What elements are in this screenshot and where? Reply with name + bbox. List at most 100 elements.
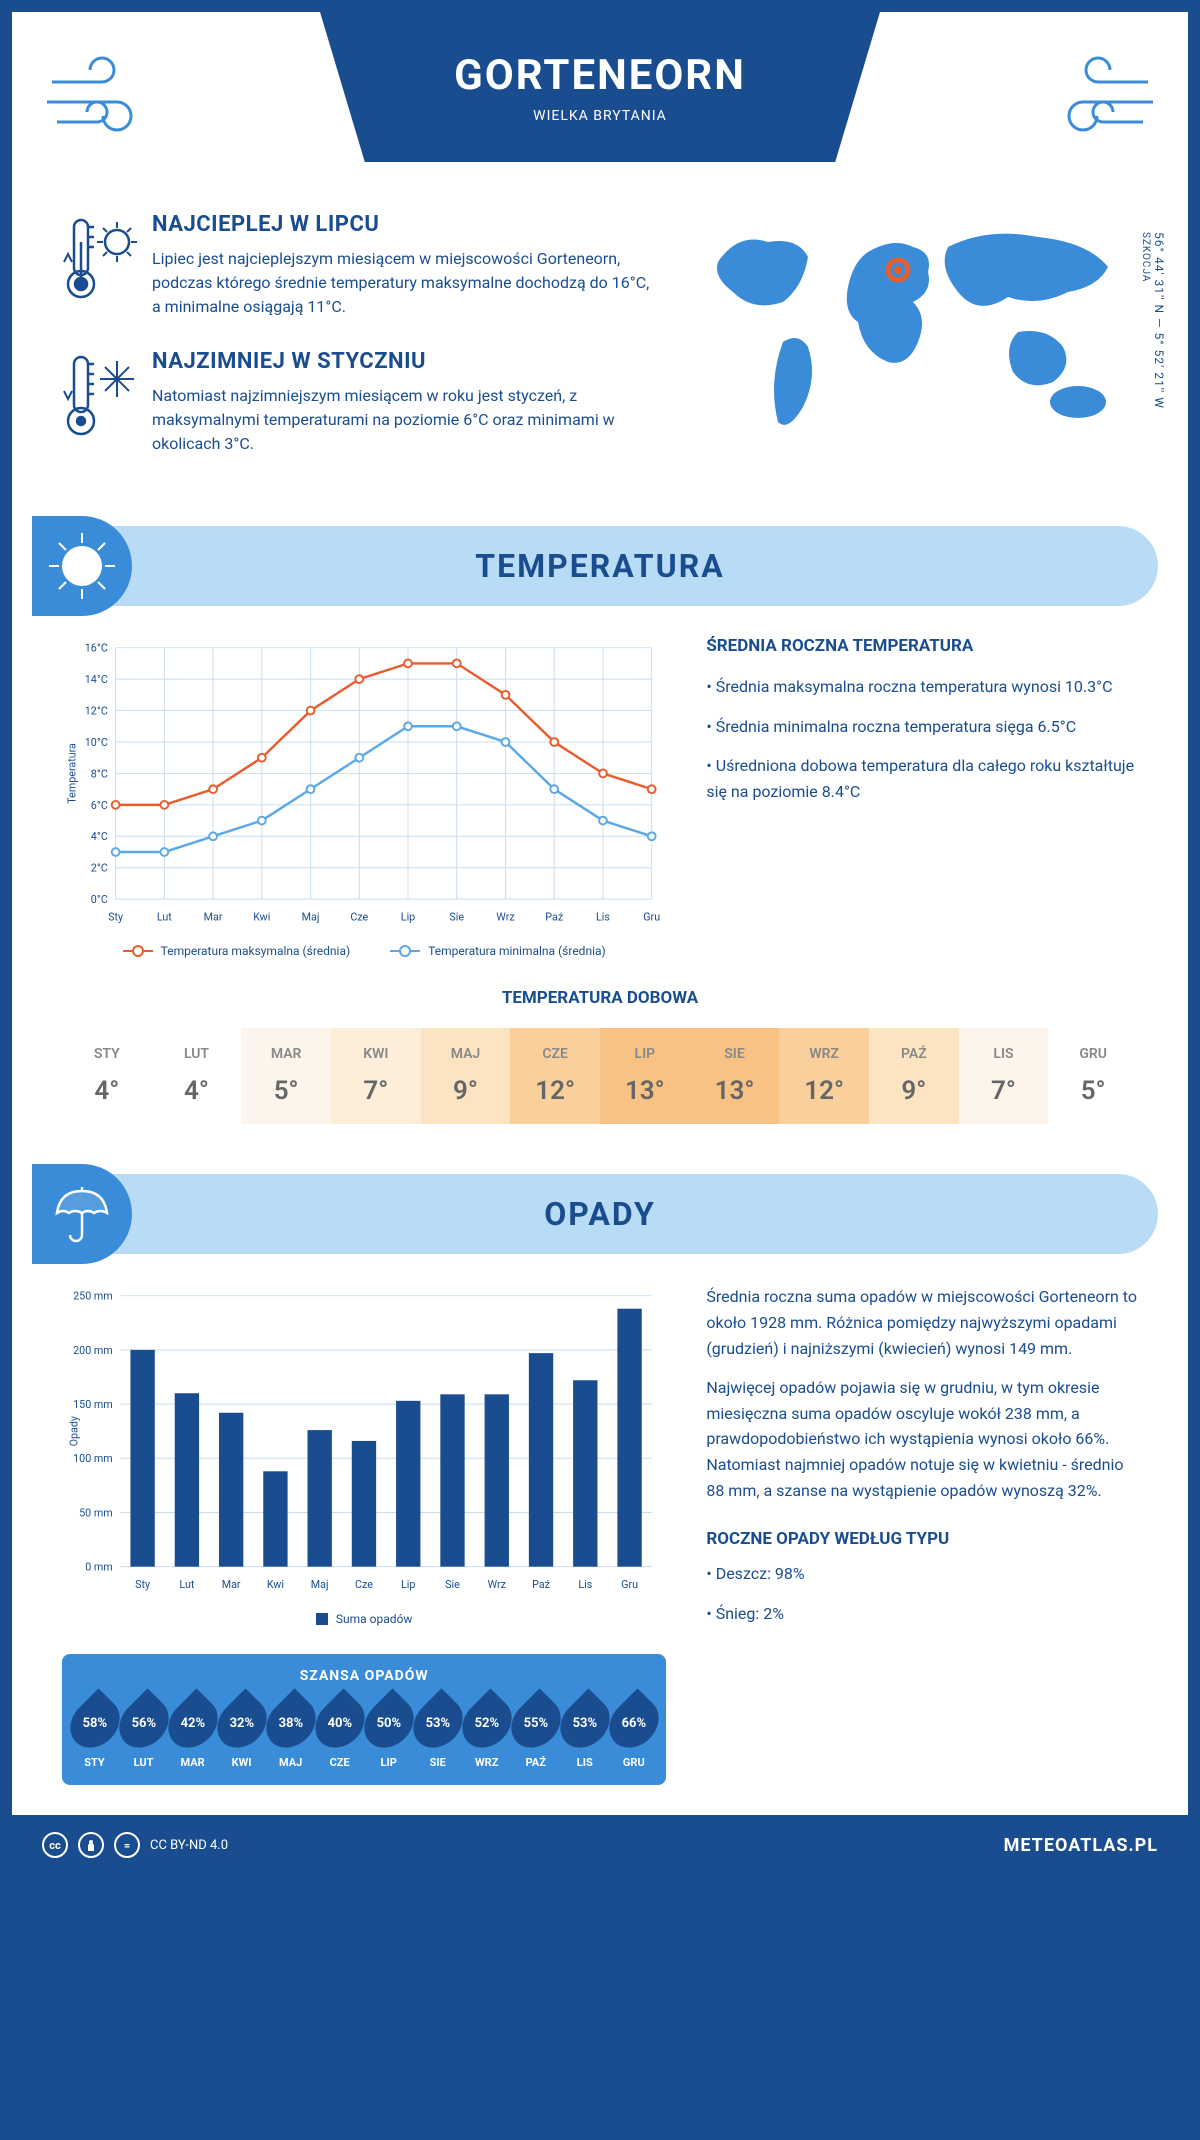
temperature-line-chart: 0°C2°C4°C6°C8°C10°C12°C14°C16°CStyLutMar…	[62, 636, 666, 928]
precipitation-body: 0 mm50 mm100 mm150 mm200 mm250 mmOpadySt…	[12, 1284, 1188, 1815]
svg-text:200 mm: 200 mm	[73, 1344, 113, 1357]
temp-cell: CZE 12°	[510, 1028, 600, 1124]
temp-cell-value: 4°	[152, 1076, 242, 1106]
coldest-text: NAJZIMNIEJ W STYCZNIU Natomiast najzimni…	[152, 349, 658, 456]
svg-text:Sty: Sty	[108, 911, 123, 924]
svg-text:Maj: Maj	[311, 1579, 329, 1592]
svg-text:0°C: 0°C	[91, 893, 108, 906]
svg-text:Maj: Maj	[302, 911, 320, 924]
svg-text:Mar: Mar	[222, 1579, 241, 1592]
legend-max-label: Temperatura maksymalna (średnia)	[161, 944, 351, 958]
svg-text:16°C: 16°C	[85, 642, 108, 655]
rain-drop-cell: 55% PAŹ	[513, 1696, 558, 1769]
temperature-section-header: TEMPERATURA	[42, 526, 1158, 606]
temp-cell-value: 7°	[959, 1076, 1049, 1106]
temp-cell: STY 4°	[62, 1028, 152, 1124]
nd-icon: =	[114, 1832, 140, 1858]
legend-max: .legend-item:nth-child(1) .legend-swatch…	[123, 944, 351, 958]
temp-cell-month: LIP	[600, 1046, 690, 1062]
svg-text:Cze: Cze	[350, 911, 368, 924]
temperature-chart: 0°C2°C4°C6°C8°C10°C12°C14°C16°CStyLutMar…	[62, 636, 666, 958]
license-text: CC BY-ND 4.0	[150, 1838, 228, 1853]
svg-text:10°C: 10°C	[85, 736, 108, 749]
temp-cell: MAR 5°	[241, 1028, 331, 1124]
temp-cell-value: 9°	[421, 1076, 511, 1106]
rain-drop-cell: 40% CZE	[317, 1696, 362, 1769]
svg-text:8°C: 8°C	[91, 767, 108, 780]
temp-cell-month: WRZ	[779, 1046, 869, 1062]
precipitation-title: OPADY	[544, 1195, 656, 1233]
thermometer-sun-icon	[62, 212, 152, 319]
svg-text:Wrz: Wrz	[488, 1579, 506, 1592]
svg-text:Sie: Sie	[449, 911, 464, 924]
svg-text:14°C: 14°C	[85, 673, 108, 686]
temp-cell: GRU 5°	[1048, 1028, 1138, 1124]
temp-cell-value: 5°	[241, 1076, 331, 1106]
daily-temp-grid: STY 4° LUT 4° MAR 5° KWI 7° MAJ 9° CZE 1…	[62, 1028, 1138, 1124]
summary-left: NAJCIEPLEJ W LIPCU Lipiec jest najcieple…	[62, 212, 688, 486]
svg-text:6°C: 6°C	[91, 799, 108, 812]
svg-text:2°C: 2°C	[91, 862, 108, 875]
temp-cell-value: 13°	[600, 1076, 690, 1106]
svg-text:Sty: Sty	[135, 1579, 150, 1592]
svg-text:Kwi: Kwi	[253, 911, 270, 924]
daily-temperature: TEMPERATURA DOBOWA STY 4° LUT 4° MAR 5° …	[12, 988, 1188, 1174]
warmest-title: NAJCIEPLEJ W LIPCU	[152, 212, 658, 237]
svg-text:Lis: Lis	[578, 1579, 592, 1592]
coord-lat: 56° 44' 31'' N	[1152, 232, 1166, 314]
temp-cell-month: SIE	[690, 1046, 780, 1062]
temperature-body: 0°C2°C4°C6°C8°C10°C12°C14°C16°CStyLutMar…	[12, 636, 1188, 988]
rain-chance-panel: SZANSA OPADÓW 58% STY 56% LUT 42% MAR 32…	[62, 1654, 666, 1785]
temperature-legend: .legend-item:nth-child(1) .legend-swatch…	[62, 944, 666, 958]
svg-text:Cze: Cze	[355, 1579, 373, 1592]
svg-text:50 mm: 50 mm	[79, 1507, 113, 1520]
coldest-desc: Natomiast najzimniejszym miesiącem w rok…	[152, 384, 658, 456]
rain-drop-cell: 32% KWI	[219, 1696, 264, 1769]
rain-drop-month: LIP	[366, 1756, 411, 1769]
rain-drop-month: WRZ	[464, 1756, 509, 1769]
rain-drop-month: MAJ	[268, 1756, 313, 1769]
temp-info-2: • Średnia minimalna roczna temperatura s…	[706, 714, 1138, 740]
footer: cc = CC BY-ND 4.0 METEOATLAS.PL	[12, 1815, 1188, 1875]
rain-drop-month: LUT	[121, 1756, 166, 1769]
svg-text:Kwi: Kwi	[267, 1579, 284, 1592]
temp-cell: SIE 13°	[690, 1028, 780, 1124]
rain-drop-cell: 42% MAR	[170, 1696, 215, 1769]
precipitation-bar-chart: 0 mm50 mm100 mm150 mm200 mm250 mmOpadySt…	[62, 1284, 666, 1596]
precipitation-section-header: OPADY	[42, 1174, 1158, 1254]
coord-lon: 5° 52' 21'' W	[1152, 332, 1166, 408]
coord-region: SZKOCJA	[1140, 232, 1151, 282]
temp-cell-month: LIS	[959, 1046, 1049, 1062]
precip-info-1: Średnia roczna suma opadów w miejscowośc…	[706, 1284, 1138, 1361]
raindrop-icon: 66%	[599, 1689, 668, 1758]
temp-cell-month: CZE	[510, 1046, 600, 1062]
precipitation-info: Średnia roczna suma opadów w miejscowośc…	[666, 1284, 1138, 1785]
svg-text:Paź: Paź	[545, 911, 563, 924]
temp-cell: PAŹ 9°	[869, 1028, 959, 1124]
temperature-info: ŚREDNIA ROCZNA TEMPERATURA • Średnia mak…	[666, 636, 1138, 958]
temperature-title: TEMPERATURA	[475, 547, 724, 585]
umbrella-icon	[32, 1164, 132, 1264]
temp-info-title: ŚREDNIA ROCZNA TEMPERATURA	[706, 636, 1138, 656]
rain-type-1: • Deszcz: 98%	[706, 1561, 1138, 1587]
legend-min-label: Temperatura minimalna (średnia)	[428, 944, 606, 958]
header: GORTENEORN WIELKA BRYTANIA	[12, 12, 1188, 212]
temp-cell: LIP 13°	[600, 1028, 690, 1124]
daily-temp-title: TEMPERATURA DOBOWA	[62, 988, 1138, 1008]
temp-cell: WRZ 12°	[779, 1028, 869, 1124]
map-block: 56° 44' 31'' N — 5° 52' 21'' W SZKOCJA	[688, 212, 1138, 486]
footer-site: METEOATLAS.PL	[1004, 1835, 1158, 1856]
by-icon	[78, 1832, 104, 1858]
rain-drop-cell: 38% MAJ	[268, 1696, 313, 1769]
rain-type-2: • Śnieg: 2%	[706, 1601, 1138, 1627]
warmest-block: NAJCIEPLEJ W LIPCU Lipiec jest najcieple…	[62, 212, 658, 319]
rain-drop-month: KWI	[219, 1756, 264, 1769]
sun-icon	[32, 516, 132, 616]
rain-drop-month: MAR	[170, 1756, 215, 1769]
warmest-text: NAJCIEPLEJ W LIPCU Lipiec jest najcieple…	[152, 212, 658, 319]
page-container: GORTENEORN WIELKA BRYTANIA NAJCIEPLEJ W …	[0, 0, 1200, 1887]
temp-cell-month: PAŹ	[869, 1046, 959, 1062]
temp-cell-value: 4°	[62, 1076, 152, 1106]
rain-drop-month: PAŹ	[513, 1756, 558, 1769]
legend-min: .legend-item:nth-child(2) .legend-swatch…	[390, 944, 606, 958]
